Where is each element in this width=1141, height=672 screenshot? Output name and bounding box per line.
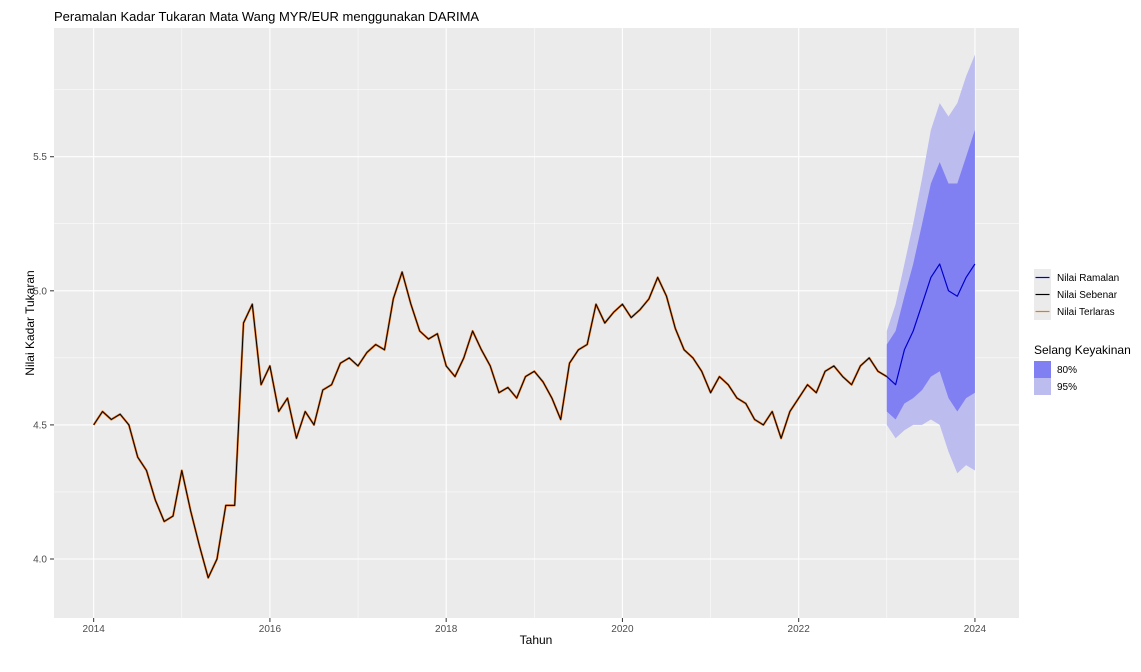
legend-label: 95%: [1057, 382, 1077, 393]
series-lines: [92, 263, 976, 579]
x-tick-label: 2018: [435, 624, 458, 635]
grid-major: [54, 28, 1019, 618]
grid-minor: [54, 28, 1019, 618]
legend-lines: Nilai Ramalan Nilai Sebenar Nilai Terlaras: [1034, 269, 1119, 320]
legend: Nilai Ramalan Nilai Sebenar Nilai Terlaras…: [1034, 269, 1131, 395]
legend-label: Nilai Ramalan: [1057, 273, 1119, 284]
y-tick-label: 4.5: [33, 420, 47, 431]
x-tick-label: 2014: [83, 624, 106, 635]
y-tick-label: 4.0: [33, 555, 47, 566]
legend-bands: 80% 95%: [1034, 361, 1077, 395]
chart-title: Peramalan Kadar Tukaran Mata Wang MYR/EU…: [54, 9, 479, 24]
series-line-actual: [93, 271, 888, 579]
ci80-band: [886, 129, 975, 420]
x-axis: 2014 2016 2018 2020 2022 2024: [83, 618, 987, 635]
x-tick-label: 2016: [259, 624, 282, 635]
legend-label: 80%: [1057, 365, 1077, 376]
x-tick-label: 2024: [964, 624, 987, 635]
y-axis: 4.0 4.5 5.0 5.5: [33, 152, 54, 566]
legend-key-swatch: [1034, 378, 1051, 395]
y-tick-label: 5.5: [33, 152, 47, 163]
legend-bands-title: Selang Keyakinan: [1034, 343, 1131, 357]
x-tick-label: 2020: [611, 624, 634, 635]
x-axis-title: Tahun: [520, 633, 553, 647]
legend-label: Nilai Terlaras: [1057, 307, 1115, 318]
legend-label: Nilai Sebenar: [1057, 290, 1118, 301]
plot-panel: [54, 28, 1019, 618]
x-tick-label: 2022: [788, 624, 811, 635]
confidence-bands: [886, 54, 975, 474]
series-line-forecast: [886, 263, 976, 386]
y-tick-label: 5.0: [33, 286, 47, 297]
y-axis-title: Nilai Kadar Tukaran: [23, 270, 37, 375]
legend-key-swatch: [1034, 361, 1051, 378]
